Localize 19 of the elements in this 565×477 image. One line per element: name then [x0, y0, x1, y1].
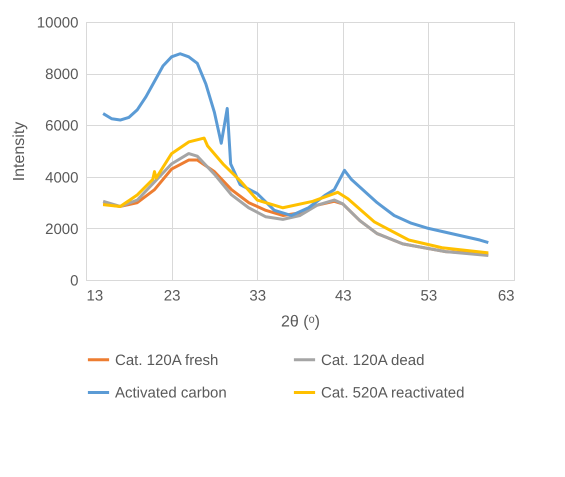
line-series	[102, 52, 490, 244]
legend-label: Cat. 520A reactivated	[321, 384, 464, 402]
legend-label: Activated carbon	[115, 384, 227, 402]
x-tick-label: 63	[498, 288, 514, 304]
x-tick-label: 23	[164, 288, 180, 304]
x-tick-label: 13	[86, 288, 104, 304]
legend-label: Cat. 120A dead	[321, 352, 424, 369]
y-tick-label: 0	[70, 272, 78, 290]
y-tick-label: 2000	[45, 220, 78, 238]
x-axis-title: 2θ (ᵒ)	[281, 314, 320, 330]
y-tick-label: 10000	[36, 14, 78, 32]
y-tick-label: 4000	[45, 169, 78, 186]
x-tick-label: 53	[420, 288, 438, 304]
x-tick-label: 43	[334, 288, 352, 304]
y-tick-label: 6000	[45, 118, 78, 135]
y-axis-title: Intensity	[10, 122, 28, 182]
y-tick-label: 8000	[45, 66, 78, 84]
legend-label: Cat. 120A fresh	[115, 352, 218, 369]
x-tick-label: 33	[249, 288, 266, 304]
